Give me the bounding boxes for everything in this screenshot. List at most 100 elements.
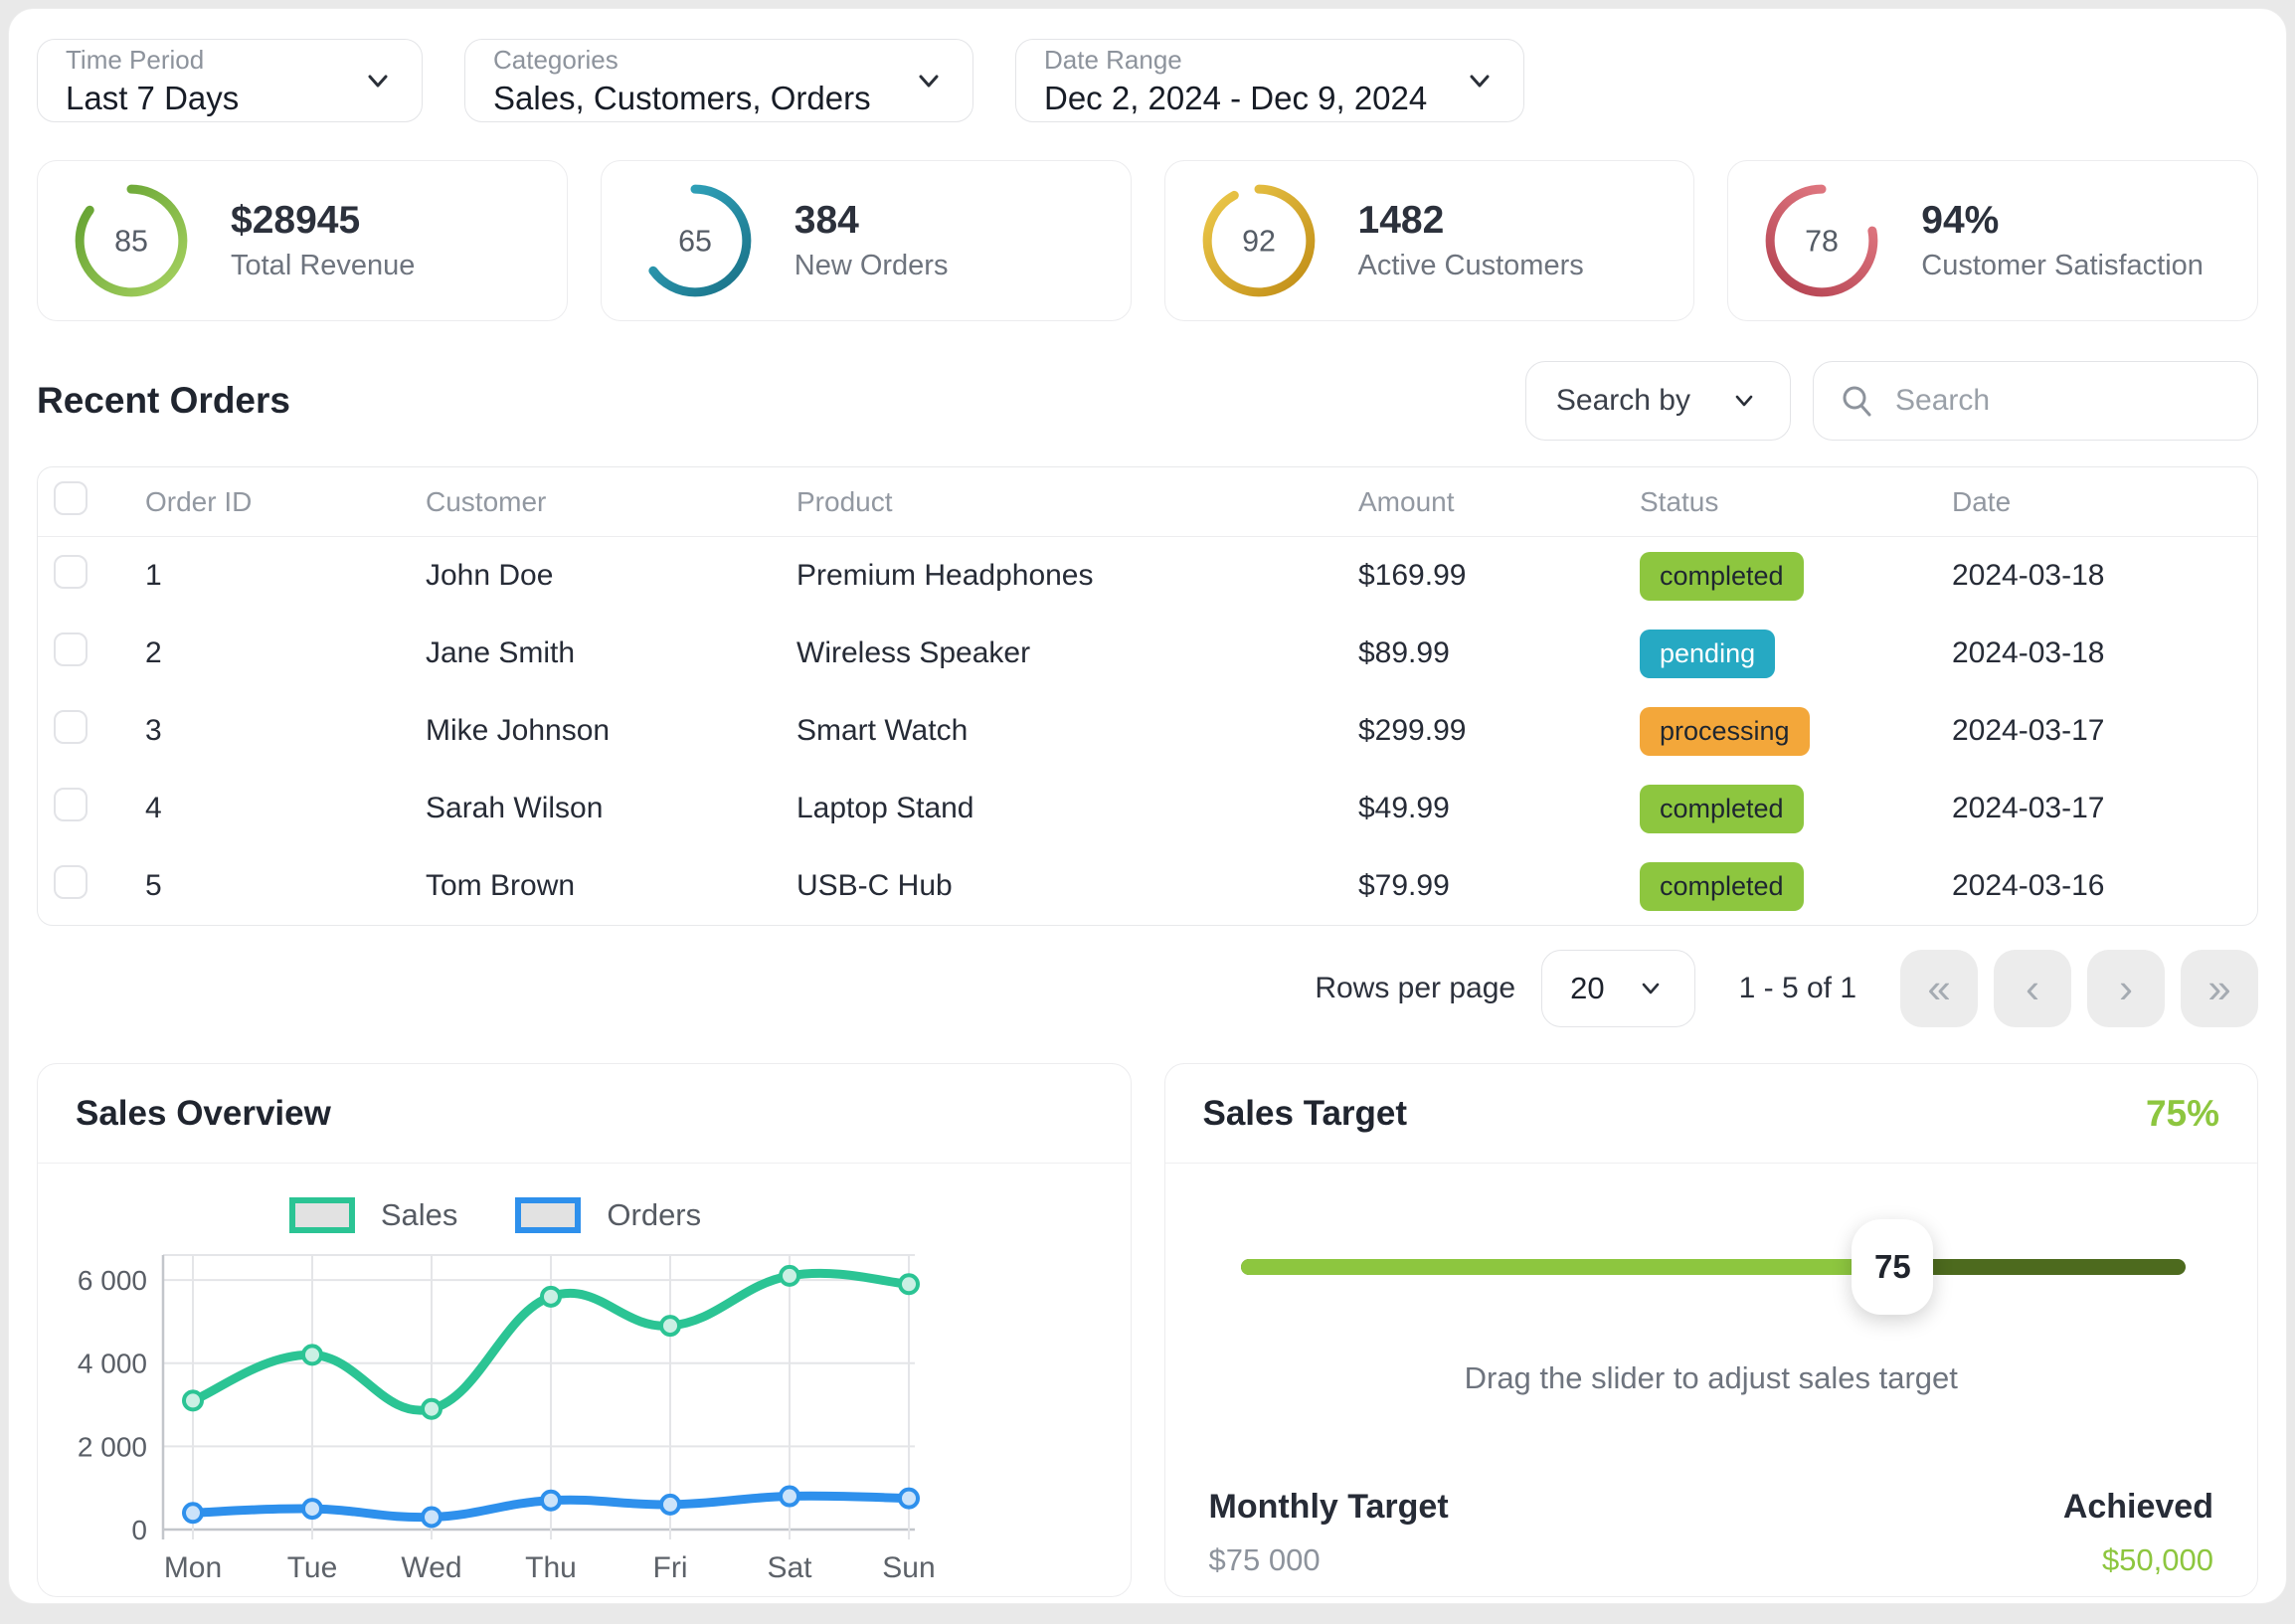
svg-text:Sat: Sat [767,1551,812,1584]
data-point [659,1493,681,1516]
svg-text:Mon: Mon [164,1551,222,1584]
first-page-icon: « [1927,965,1951,1011]
table-row: 2 Jane Smith Wireless Speaker $89.99 pending… [38,615,2257,692]
cell-date: 2024-03-16 [1952,869,2105,902]
data-point [779,1485,800,1508]
svg-text:0: 0 [131,1515,147,1545]
svg-text:Wed: Wed [401,1551,461,1584]
first-page-button[interactable]: « [1900,950,1978,1027]
cell-amount: $169.99 [1358,559,1467,592]
monthly-target-label: Monthly Target [1208,1488,1449,1526]
column-header-date: Date [1952,485,2012,517]
cell-customer: John Doe [426,559,554,592]
cell-order-id: 1 [145,559,162,592]
next-page-button[interactable]: › [2087,950,2165,1027]
slider-thumb[interactable]: 75 [1852,1219,1934,1315]
svg-text:4 000: 4 000 [78,1349,147,1379]
cell-customer: Jane Smith [426,636,576,669]
rows-per-page-select[interactable]: 20 [1541,950,1695,1027]
table-row: 4 Sarah Wilson Laptop Stand $49.99 completed… [38,770,2257,847]
svg-text:Sun: Sun [882,1551,935,1584]
cell-status: pending [1640,629,1952,678]
legend-swatch-orders [515,1197,582,1233]
progress-ring: 78 [1765,184,1878,297]
row-checkbox[interactable] [54,632,88,666]
data-point [540,1285,562,1308]
select-all-checkbox[interactable] [54,481,88,515]
cell-date: 2024-03-18 [1952,636,2105,669]
ring-value: 92 [1242,225,1276,259]
data-point [898,1273,920,1296]
date-range-label: Date Range [1044,44,1182,75]
categories-filter[interactable]: Categories Sales, Customers, Orders [464,39,973,122]
cell-amount: $89.99 [1358,636,1450,669]
row-checkbox[interactable] [54,788,88,821]
sales-target-slider[interactable]: 75 [1240,1219,2186,1315]
time-period-label: Time Period [66,44,205,75]
kpi-card-active-customers: 92 1482 Active Customers [1163,160,1695,321]
cell-order-id: 3 [145,714,162,747]
data-point [182,1502,204,1525]
chevron-down-icon [1735,395,1753,407]
sales-target-card: Sales Target 75% 75 Drag the slider to a… [1163,1063,2258,1597]
row-checkbox[interactable] [54,555,88,589]
search-input[interactable] [1895,384,2231,418]
table-row: 3 Mike Johnson Smart Watch $299.99 processin… [38,692,2257,770]
data-point [301,1498,323,1521]
slider-fill [1240,1259,1865,1275]
column-header-amount: Amount [1358,485,1455,517]
prev-page-button[interactable]: ‹ [1994,950,2071,1027]
pagination-buttons: « ‹ › » [1900,950,2258,1027]
column-header-order-id: Order ID [145,485,253,517]
pagination-range: 1 - 5 of 1 [1738,972,1856,1004]
cell-amount: $299.99 [1358,714,1467,747]
cell-status: completed [1640,784,1952,833]
time-period-value: Last 7 Days [66,79,240,116]
ring-value: 78 [1805,225,1839,259]
kpi-value: 1482 [1357,199,1445,242]
cell-date: 2024-03-17 [1952,792,2105,824]
chevron-down-icon [1470,75,1490,88]
sales-overview-title: Sales Overview [76,1093,331,1133]
rows-per-page-value: 20 [1570,971,1605,1005]
achieved-label: Achieved [2062,1488,2213,1526]
chart-legend: Sales Orders [38,1197,953,1233]
search-box[interactable] [1813,361,2258,441]
pagination: Rows per page 20 1 - 5 of 1 « ‹ › » [37,950,2258,1027]
legend-swatch-sales [288,1197,355,1233]
data-point [659,1315,681,1338]
table-row: 1 John Doe Premium Headphones $169.99 comple… [38,537,2257,615]
kpi-label: Customer Satisfaction [1921,250,2204,281]
search-by-label: Search by [1555,384,1690,417]
legend-item-orders: Orders [515,1197,701,1233]
kpi-label: Active Customers [1357,250,1584,281]
time-period-filter[interactable]: Time Period Last 7 Days [37,39,423,122]
dashboard: Time Period Last 7 Days Categories Sales… [8,8,2287,1604]
last-page-button[interactable]: » [2181,950,2258,1027]
filters-bar: Time Period Last 7 Days Categories Sales… [37,39,2258,122]
kpi-card-new-orders: 65 384 New Orders [600,160,1132,321]
row-checkbox[interactable] [54,865,88,899]
legend-item-sales: Sales [288,1197,457,1233]
date-range-filter[interactable]: Date Range Dec 2, 2024 - Dec 9, 2024 [1015,39,1524,122]
kpi-label: Total Revenue [231,250,416,281]
legend-label: Orders [607,1197,702,1232]
next-page-icon: › [2119,965,2133,1011]
sales-chart: 0 2 000 4 000 6 000 Mon Tue Wed Thu Fri Sat Sun [78,1254,936,1584]
last-page-icon: » [2207,965,2231,1011]
table-row: 5 Tom Brown USB-C Hub $79.99 completed 2024-0… [38,847,2257,925]
cell-date: 2024-03-18 [1952,559,2105,592]
date-range-value: Dec 2, 2024 - Dec 9, 2024 [1044,79,1428,116]
row-checkbox[interactable] [54,710,88,744]
cell-product: Wireless Speaker [796,636,1031,669]
svg-text:2 000: 2 000 [78,1431,147,1462]
kpi-value: 94% [1921,199,2000,242]
search-by-select[interactable]: Search by [1524,361,1791,441]
categories-value: Sales, Customers, Orders [493,79,871,116]
recent-orders-header: Recent Orders Search by [37,361,2258,441]
rows-per-page-label: Rows per page [1315,972,1516,1004]
cell-product: Premium Headphones [796,559,1094,592]
categories-label: Categories [493,44,618,75]
kpi-row: 85 $28945 Total Revenue 65 384 New Orders 92 14… [37,160,2258,321]
table-header-row: Order ID Customer Product Amount Status Date [38,467,2257,537]
